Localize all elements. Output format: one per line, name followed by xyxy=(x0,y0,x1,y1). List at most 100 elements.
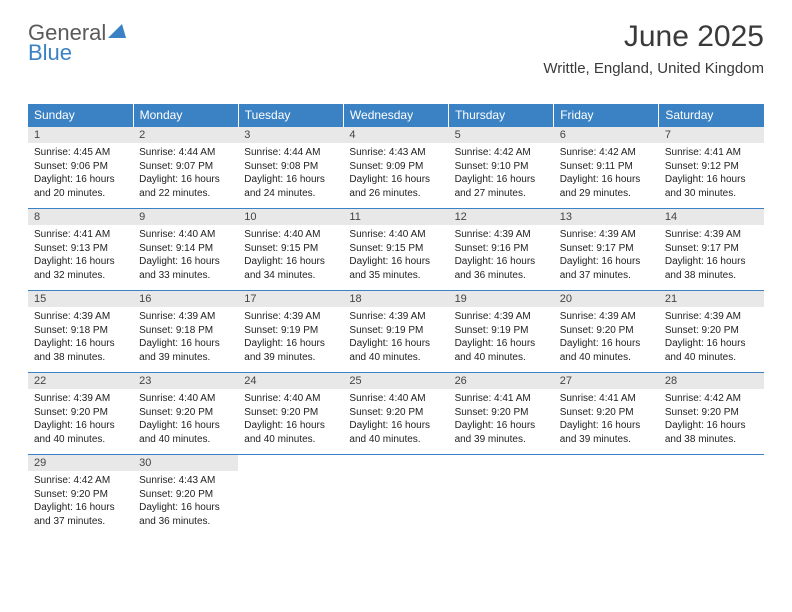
daylight-line: Daylight: 16 hours and 40 minutes. xyxy=(244,419,337,446)
day-content-cell: Sunrise: 4:41 AMSunset: 9:13 PMDaylight:… xyxy=(28,225,133,291)
sunrise-line: Sunrise: 4:42 AM xyxy=(560,146,653,160)
day-content-cell: Sunrise: 4:41 AMSunset: 9:12 PMDaylight:… xyxy=(659,143,764,209)
sunset-line: Sunset: 9:19 PM xyxy=(349,324,442,338)
day-number-cell: 6 xyxy=(554,127,659,144)
sunrise-line: Sunrise: 4:42 AM xyxy=(665,392,758,406)
day-number-row: 22232425262728 xyxy=(28,373,764,390)
day-content-row: Sunrise: 4:45 AMSunset: 9:06 PM Daylight:… xyxy=(28,143,764,209)
sunrise-line: Sunrise: 4:39 AM xyxy=(455,310,548,324)
day-number-cell: 5 xyxy=(449,127,554,144)
sunset-line: Sunset: 9:15 PM xyxy=(349,242,442,256)
daylight-line: Daylight: 16 hours and 40 minutes. xyxy=(349,337,442,364)
sunrise-line: Sunrise: 4:39 AM xyxy=(560,310,653,324)
sunset-line: Sunset: 9:20 PM xyxy=(34,406,127,420)
sunrise-line: Sunrise: 4:40 AM xyxy=(139,228,232,242)
sunset-line: Sunset: 9:06 PM xyxy=(34,160,127,174)
day-content-cell: Sunrise: 4:39 AMSunset: 9:18 PMDaylight:… xyxy=(133,307,238,373)
day-content-cell: Sunrise: 4:43 AMSunset: 9:20 PMDaylight:… xyxy=(133,471,238,536)
weekday-header: Sunday xyxy=(28,104,133,127)
sunrise-line: Sunrise: 4:39 AM xyxy=(665,310,758,324)
sunrise-line: Sunrise: 4:40 AM xyxy=(349,392,442,406)
day-content-cell: Sunrise: 4:39 AMSunset: 9:17 PMDaylight:… xyxy=(554,225,659,291)
day-number-cell: 30 xyxy=(133,455,238,472)
day-number-cell: 2 xyxy=(133,127,238,144)
logo-text-2: Blue xyxy=(28,42,128,64)
day-content-cell: Sunrise: 4:42 AMSunset: 9:10 PMDaylight:… xyxy=(449,143,554,209)
day-number-cell: 4 xyxy=(343,127,448,144)
daylight-line: Daylight: 16 hours and 40 minutes. xyxy=(455,337,548,364)
day-number-cell: 1 xyxy=(28,127,133,144)
daylight-line: Daylight: 16 hours and 26 minutes. xyxy=(349,173,442,200)
day-content-cell xyxy=(659,471,764,536)
day-content-cell: Sunrise: 4:39 AMSunset: 9:16 PMDaylight:… xyxy=(449,225,554,291)
sunset-line: Sunset: 9:20 PM xyxy=(34,488,127,502)
sunset-line: Sunset: 9:16 PM xyxy=(455,242,548,256)
header: June 2025 Writtle, England, United Kingd… xyxy=(543,20,764,77)
day-number-cell: 25 xyxy=(343,373,448,390)
daylight-line: Daylight: 16 hours and 40 minutes. xyxy=(139,419,232,446)
weekday-header: Thursday xyxy=(449,104,554,127)
day-content-cell: Sunrise: 4:40 AMSunset: 9:20 PMDaylight:… xyxy=(133,389,238,455)
day-content-row: Sunrise: 4:39 AMSunset: 9:18 PMDaylight:… xyxy=(28,307,764,373)
day-number-cell xyxy=(554,455,659,472)
sunrise-line: Sunrise: 4:41 AM xyxy=(665,146,758,160)
day-content-cell: Sunrise: 4:41 AMSunset: 9:20 PMDaylight:… xyxy=(554,389,659,455)
sunset-line: Sunset: 9:14 PM xyxy=(139,242,232,256)
daylight-line: Daylight: 16 hours and 33 minutes. xyxy=(139,255,232,282)
day-content-cell: Sunrise: 4:40 AMSunset: 9:15 PMDaylight:… xyxy=(343,225,448,291)
sunset-line: Sunset: 9:20 PM xyxy=(349,406,442,420)
daylight-line: Daylight: 16 hours and 27 minutes. xyxy=(455,173,548,200)
day-content-cell: Sunrise: 4:39 AMSunset: 9:20 PMDaylight:… xyxy=(28,389,133,455)
day-number-cell: 16 xyxy=(133,291,238,308)
day-content-cell xyxy=(449,471,554,536)
sunrise-line: Sunrise: 4:43 AM xyxy=(349,146,442,160)
sunrise-line: Sunrise: 4:42 AM xyxy=(34,474,127,488)
day-content-cell: Sunrise: 4:39 AMSunset: 9:20 PMDaylight:… xyxy=(659,307,764,373)
day-content-cell: Sunrise: 4:40 AMSunset: 9:14 PMDaylight:… xyxy=(133,225,238,291)
sunrise-line: Sunrise: 4:41 AM xyxy=(34,228,127,242)
sunrise-line: Sunrise: 4:44 AM xyxy=(244,146,337,160)
sunrise-line: Sunrise: 4:39 AM xyxy=(665,228,758,242)
day-content-row: Sunrise: 4:42 AMSunset: 9:20 PMDaylight:… xyxy=(28,471,764,536)
daylight-line: Daylight: 16 hours and 40 minutes. xyxy=(349,419,442,446)
day-content-cell: Sunrise: 4:44 AMSunset: 9:08 PMDaylight:… xyxy=(238,143,343,209)
sunrise-line: Sunrise: 4:39 AM xyxy=(34,310,127,324)
day-number-cell: 13 xyxy=(554,209,659,226)
day-number-cell: 7 xyxy=(659,127,764,144)
day-content-cell: Sunrise: 4:45 AMSunset: 9:06 PMDaylight:… xyxy=(28,143,133,209)
sunset-line: Sunset: 9:07 PM xyxy=(139,160,232,174)
sunrise-line: Sunrise: 4:39 AM xyxy=(244,310,337,324)
day-number-cell: 10 xyxy=(238,209,343,226)
sunrise-line: Sunrise: 4:44 AM xyxy=(139,146,232,160)
daylight-line: Daylight: 16 hours and 32 minutes. xyxy=(34,255,127,282)
weekday-header: Wednesday xyxy=(343,104,448,127)
sunrise-line: Sunrise: 4:45 AM xyxy=(34,146,127,160)
daylight-line: Daylight: 16 hours and 40 minutes. xyxy=(665,337,758,364)
sunrise-line: Sunrise: 4:40 AM xyxy=(244,228,337,242)
sunset-line: Sunset: 9:17 PM xyxy=(560,242,653,256)
sunrise-line: Sunrise: 4:39 AM xyxy=(560,228,653,242)
day-content-cell xyxy=(238,471,343,536)
day-number-row: 15161718192021 xyxy=(28,291,764,308)
day-content-cell: Sunrise: 4:39 AMSunset: 9:20 PMDaylight:… xyxy=(554,307,659,373)
day-content-cell: Sunrise: 4:41 AMSunset: 9:20 PMDaylight:… xyxy=(449,389,554,455)
day-number-cell: 29 xyxy=(28,455,133,472)
day-number-cell: 20 xyxy=(554,291,659,308)
day-number-cell: 27 xyxy=(554,373,659,390)
daylight-line: Daylight: 16 hours and 39 minutes. xyxy=(244,337,337,364)
day-content-cell: Sunrise: 4:42 AMSunset: 9:20 PMDaylight:… xyxy=(659,389,764,455)
day-number-cell xyxy=(343,455,448,472)
day-number-cell: 26 xyxy=(449,373,554,390)
daylight-line: Daylight: 16 hours and 37 minutes. xyxy=(560,255,653,282)
day-number-cell: 9 xyxy=(133,209,238,226)
sunset-line: Sunset: 9:19 PM xyxy=(244,324,337,338)
calendar-table: Sunday Monday Tuesday Wednesday Thursday… xyxy=(28,104,764,536)
day-number-cell: 28 xyxy=(659,373,764,390)
logo: General Blue xyxy=(28,22,128,64)
day-number-cell: 12 xyxy=(449,209,554,226)
day-number-cell: 14 xyxy=(659,209,764,226)
sunset-line: Sunset: 9:18 PM xyxy=(34,324,127,338)
weekday-header: Friday xyxy=(554,104,659,127)
sunset-line: Sunset: 9:15 PM xyxy=(244,242,337,256)
day-number-cell: 11 xyxy=(343,209,448,226)
